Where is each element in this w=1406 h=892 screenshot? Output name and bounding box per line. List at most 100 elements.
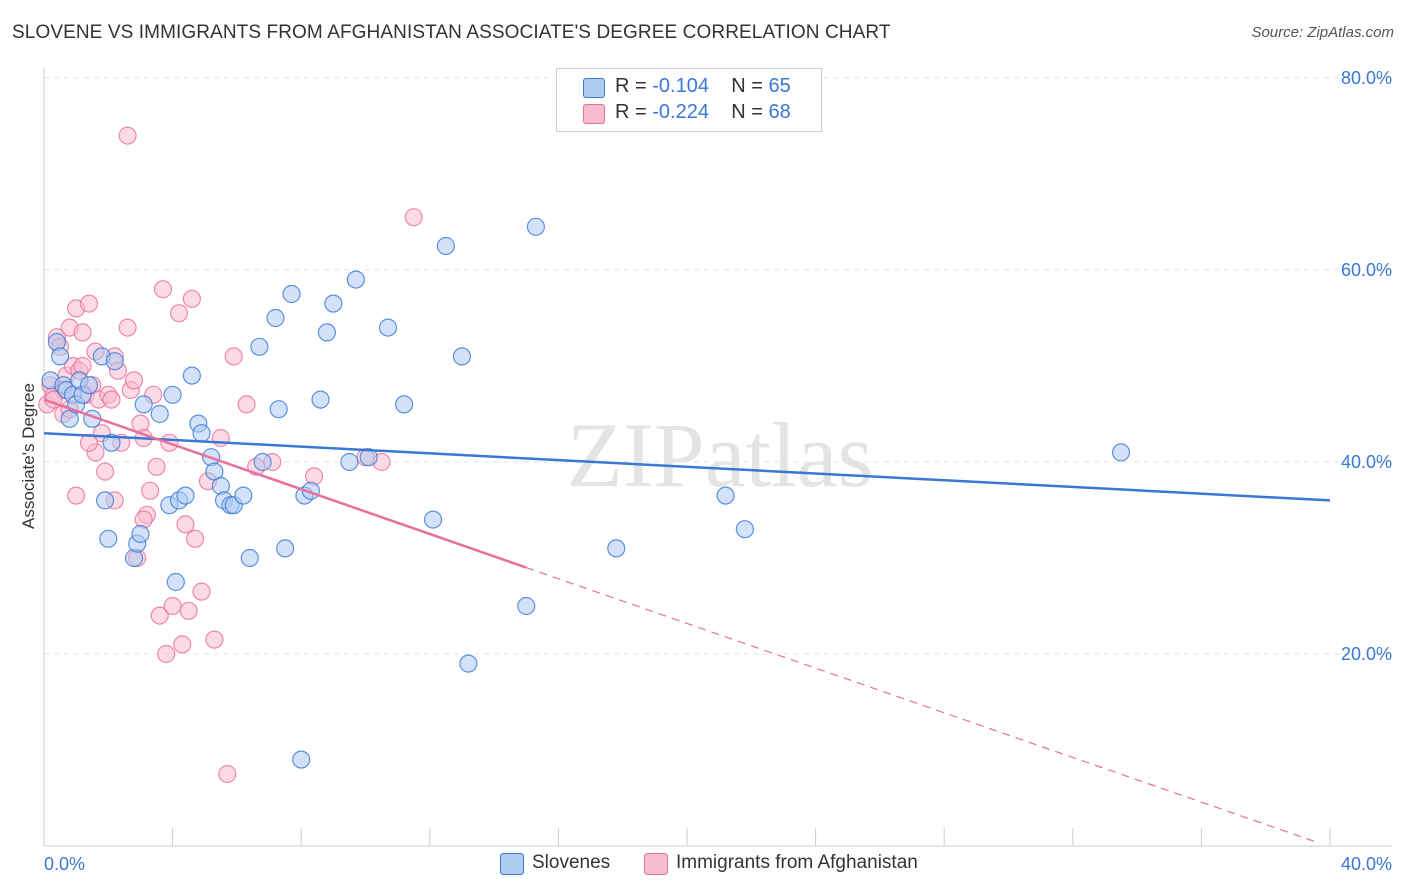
- bottom-legend-swatch-slovenes: [500, 853, 524, 875]
- data-point: [359, 448, 378, 467]
- data-point: [250, 337, 269, 356]
- legend-n-value-slovenes: 65: [768, 75, 791, 97]
- y-tick-label: 40.0%: [1341, 452, 1392, 472]
- data-point: [134, 395, 153, 414]
- data-point: [186, 529, 205, 548]
- data-point: [140, 481, 160, 500]
- data-point: [517, 596, 536, 616]
- data-point: [452, 347, 472, 366]
- x-tick-label-min: 0.0%: [44, 854, 85, 874]
- data-point: [179, 601, 198, 620]
- y-tick-labels: 20.0% 40.0% 60.0% 80.0%: [1341, 68, 1392, 664]
- data-point: [266, 308, 285, 328]
- data-point: [526, 217, 545, 236]
- legend-swatch-slovenes: [583, 78, 605, 98]
- legend-n-value-afghanistan: 68: [768, 101, 791, 123]
- data-point: [1111, 443, 1131, 462]
- data-point: [95, 462, 115, 481]
- data-point: [118, 126, 137, 145]
- legend-n-label: N =: [731, 75, 769, 97]
- trend-line-afghanistan: [43, 398, 527, 569]
- data-point: [282, 284, 301, 304]
- data-point: [131, 524, 150, 544]
- data-point: [169, 304, 189, 323]
- data-point: [150, 404, 169, 424]
- grid-lines: [44, 77, 1392, 655]
- legend-n-label: N =: [731, 101, 769, 123]
- x-ticks: [172, 828, 1331, 846]
- data-point: [311, 390, 330, 409]
- data-point: [234, 486, 253, 505]
- data-point: [394, 395, 414, 414]
- data-point: [224, 347, 243, 366]
- data-point: [192, 424, 211, 443]
- bottom-legend-label-afghanistan: Immigrants from Afghanistan: [676, 852, 918, 873]
- series-slovenes-points: [41, 217, 1131, 769]
- data-point: [292, 750, 311, 769]
- data-point: [102, 390, 121, 409]
- y-tick-label: 20.0%: [1341, 644, 1392, 664]
- y-tick-label: 60.0%: [1341, 260, 1392, 280]
- source-label: Source: ZipAtlas.com: [1251, 24, 1394, 41]
- data-point: [79, 433, 99, 452]
- data-point: [99, 529, 118, 548]
- data-point: [176, 515, 195, 534]
- legend-r-label: R =: [615, 101, 653, 123]
- data-point: [50, 347, 70, 366]
- data-point: [404, 208, 423, 227]
- data-point: [378, 318, 398, 337]
- data-point: [459, 654, 478, 673]
- stats-legend: R = -0.104 N = 65 R = -0.224 N = 68: [556, 68, 822, 132]
- data-point: [218, 764, 237, 784]
- data-point: [607, 539, 626, 558]
- data-point: [105, 352, 124, 371]
- bottom-legend-swatch-afghanistan: [644, 853, 668, 875]
- data-point: [735, 520, 754, 539]
- data-point: [157, 644, 176, 664]
- bottom-legend-label-slovenes: Slovenes: [532, 852, 611, 873]
- data-point: [716, 486, 735, 505]
- y-tick-label: 80.0%: [1341, 68, 1392, 88]
- data-point: [436, 236, 455, 256]
- data-point: [182, 366, 201, 385]
- data-point: [166, 572, 185, 592]
- chart-title: SLOVENE VS IMMIGRANTS FROM AFGHANISTAN A…: [12, 22, 891, 43]
- data-point: [340, 452, 359, 472]
- data-point: [79, 376, 99, 395]
- x-tick-label-max: 40.0%: [1341, 854, 1392, 874]
- y-axis-label: Associate's Degree: [19, 383, 38, 529]
- data-point: [73, 323, 92, 342]
- trend-line-slovenes: [43, 431, 1331, 502]
- legend-r-label: R =: [615, 75, 653, 97]
- data-point: [269, 400, 288, 419]
- data-point: [79, 294, 99, 313]
- data-point: [423, 510, 443, 529]
- data-point: [240, 548, 259, 568]
- data-point: [153, 280, 173, 299]
- data-point: [95, 491, 115, 510]
- legend-r-value-afghanistan: -0.224: [652, 101, 709, 123]
- data-point: [182, 289, 201, 308]
- trend-line-afghanistan-extension: [526, 567, 1315, 842]
- trend-lines: [43, 398, 1331, 842]
- legend-swatch-afghanistan: [583, 104, 605, 124]
- data-point: [276, 539, 295, 558]
- data-point: [237, 395, 256, 414]
- data-point: [118, 318, 137, 337]
- data-point: [205, 630, 224, 649]
- data-point: [176, 486, 195, 505]
- legend-r-value-slovenes: -0.104: [652, 75, 709, 97]
- data-point: [324, 294, 343, 313]
- data-point: [192, 582, 211, 601]
- data-point: [317, 323, 337, 342]
- data-point: [124, 371, 144, 390]
- data-point: [150, 606, 169, 625]
- data-point: [253, 452, 272, 472]
- data-point: [346, 270, 365, 289]
- data-point: [163, 385, 182, 404]
- data-point: [147, 457, 166, 476]
- data-point: [67, 486, 86, 505]
- data-point: [102, 433, 121, 452]
- data-point: [163, 596, 182, 616]
